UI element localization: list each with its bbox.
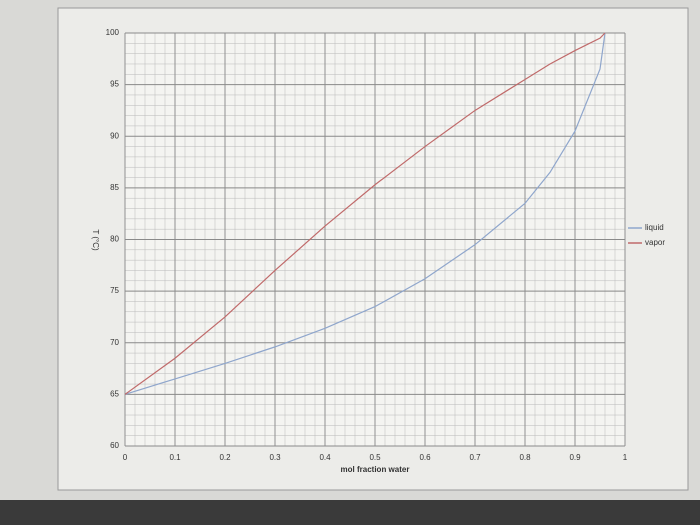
series-line <box>124 32 606 395</box>
x-tick-label: 0.4 <box>319 453 331 462</box>
y-axis-label: T (°C) <box>91 229 100 251</box>
x-tick-label: 0.3 <box>269 453 281 462</box>
series-line <box>124 32 606 395</box>
x-tick-label: 0.2 <box>219 453 231 462</box>
y-tick-label: 95 <box>110 80 119 89</box>
y-tick-label: 80 <box>110 235 119 244</box>
x-axis-label: mol fraction water <box>341 465 410 474</box>
x-tick-label: 0.5 <box>369 453 381 462</box>
y-tick-label: 85 <box>110 183 119 192</box>
x-tick-label: 1 <box>623 453 628 462</box>
y-tick-label: 65 <box>110 389 119 398</box>
y-tick-label: 100 <box>106 28 120 37</box>
y-tick-label: 75 <box>110 286 119 295</box>
legend-label: vapor <box>645 238 665 247</box>
x-tick-label: 0.6 <box>419 453 431 462</box>
x-tick-label: 0.1 <box>169 453 181 462</box>
x-tick-label: 0.8 <box>519 453 531 462</box>
legend-label: liquid <box>645 223 664 232</box>
x-tick-label: 0 <box>123 453 128 462</box>
x-tick-label: 0.7 <box>469 453 481 462</box>
x-tick-label: 0.9 <box>569 453 581 462</box>
y-tick-label: 70 <box>110 338 119 347</box>
y-tick-label: 60 <box>110 441 119 450</box>
y-tick-label: 90 <box>110 131 119 140</box>
